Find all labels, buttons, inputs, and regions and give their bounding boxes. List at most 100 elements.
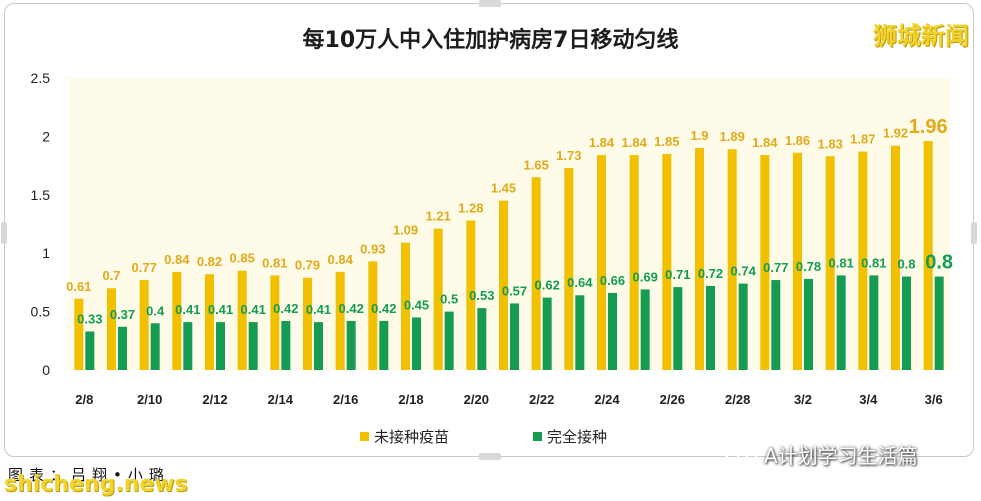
- bar-unvaccinated: [303, 277, 312, 370]
- bar-vaccinated: [542, 297, 552, 370]
- bar-unvaccinated: [401, 242, 410, 370]
- bar-vaccinated: [640, 289, 650, 370]
- data-label-vaccinated: 0.8: [925, 252, 953, 274]
- resize-handle-right[interactable]: [971, 222, 977, 244]
- data-label-vaccinated: 0.77: [763, 260, 788, 275]
- bar-unvaccinated: [270, 275, 280, 370]
- bar-vaccinated: [444, 311, 454, 370]
- data-label-unvaccinated: 0.84: [328, 252, 354, 267]
- bar-unvaccinated: [466, 220, 476, 370]
- data-label-vaccinated: 0.66: [600, 273, 625, 288]
- legend-swatch-vaccinated: [533, 432, 543, 441]
- wechat-icon: [725, 442, 757, 466]
- bar-vaccinated: [216, 322, 225, 370]
- bar-unvaccinated: [923, 141, 933, 370]
- chart-credit: 图表：吕翔•小璐: [8, 466, 170, 484]
- bar-vaccinated: [477, 308, 487, 370]
- data-label-unvaccinated: 1.87: [850, 132, 875, 147]
- data-label-vaccinated: 0.41: [175, 302, 200, 317]
- bar-unvaccinated: [727, 149, 737, 370]
- data-label-unvaccinated: 1.84: [589, 135, 615, 150]
- account-name: A计划学习生活篇: [764, 444, 918, 468]
- bar-unvaccinated: [629, 155, 639, 370]
- bar-unvaccinated: [499, 200, 508, 370]
- bar-vaccinated: [934, 276, 944, 370]
- data-label-vaccinated: 0.64: [567, 275, 593, 290]
- data-label-unvaccinated: 1.85: [654, 134, 679, 149]
- data-label-vaccinated: 0.74: [731, 264, 757, 279]
- data-label-vaccinated: 0.41: [306, 302, 331, 317]
- bar-vaccinated: [902, 276, 911, 370]
- x-tick-label: 2/26: [660, 392, 685, 407]
- bar-vaccinated: [183, 322, 193, 370]
- data-label-unvaccinated: 0.84: [164, 252, 190, 267]
- plot-area: [68, 78, 950, 370]
- legend-label-unvaccinated: 未接种疫苗: [374, 428, 450, 446]
- bar-unvaccinated: [825, 156, 835, 370]
- bar-vaccinated: [673, 287, 683, 370]
- data-label-unvaccinated: 1.09: [393, 223, 418, 238]
- data-label-unvaccinated: 1.65: [524, 157, 549, 172]
- x-tick-label: 2/12: [202, 392, 227, 407]
- chart-title: 每10万人中入住加护病房7日移动匀线: [302, 28, 679, 53]
- bar-unvaccinated: [335, 271, 345, 370]
- data-label-unvaccinated: 0.61: [66, 279, 91, 294]
- data-label-vaccinated: 0.57: [502, 283, 527, 298]
- bar-vaccinated: [869, 275, 879, 370]
- bar-vaccinated: [118, 326, 127, 370]
- data-label-vaccinated: 0.53: [469, 288, 494, 303]
- bar-unvaccinated: [74, 298, 84, 370]
- data-label-vaccinated: 0.81: [829, 255, 854, 270]
- data-label-unvaccinated: 1.89: [720, 129, 745, 144]
- data-label-unvaccinated: 1.84: [622, 135, 648, 150]
- bar-vaccinated: [608, 292, 617, 370]
- resize-handle-left[interactable]: [1, 222, 7, 244]
- data-label-vaccinated: 0.81: [861, 255, 886, 270]
- legend-item-vaccinated: 完全接种: [533, 426, 607, 447]
- data-label-unvaccinated: 0.79: [295, 258, 320, 273]
- watermark-url: shicheng.news: [4, 472, 188, 497]
- bar-vaccinated: [248, 322, 258, 370]
- data-label-unvaccinated: 1.73: [556, 148, 581, 163]
- x-tick-label: 3/6: [925, 392, 943, 407]
- bar-vaccinated: [281, 320, 291, 370]
- data-label-unvaccinated: 1.84: [752, 135, 778, 150]
- data-label-vaccinated: 0.5: [440, 292, 458, 307]
- data-label-unvaccinated: 1.9: [690, 128, 708, 143]
- y-tick-label: 0.5: [31, 304, 51, 320]
- y-tick-label: 1.5: [31, 187, 51, 203]
- bar-unvaccinated: [858, 151, 868, 370]
- bar-unvaccinated: [793, 152, 802, 370]
- bar-vaccinated: [575, 295, 585, 370]
- data-label-unvaccinated: 0.93: [360, 241, 385, 256]
- data-label-unvaccinated: 0.77: [132, 260, 157, 275]
- bar-vaccinated: [706, 285, 715, 370]
- resize-handle-bottom[interactable]: [479, 453, 501, 460]
- data-label-vaccinated: 0.42: [339, 301, 364, 316]
- data-label-vaccinated: 0.62: [535, 278, 560, 293]
- data-label-unvaccinated: 1.83: [818, 136, 843, 151]
- data-label-unvaccinated: 1.86: [785, 133, 810, 148]
- bar-unvaccinated: [662, 153, 672, 370]
- data-label-vaccinated: 0.71: [665, 267, 690, 282]
- x-tick-label: 2/8: [75, 392, 93, 407]
- bar-unvaccinated: [760, 155, 770, 370]
- bar-vaccinated: [510, 303, 519, 370]
- data-label-vaccinated: 0.37: [110, 307, 135, 322]
- x-tick-label: 2/20: [464, 392, 489, 407]
- x-tick-label: 3/2: [794, 392, 812, 407]
- data-label-vaccinated: 0.33: [77, 311, 102, 326]
- bar-unvaccinated: [433, 228, 443, 370]
- bar-vaccinated: [150, 323, 160, 370]
- bar-vaccinated: [346, 320, 356, 370]
- data-label-vaccinated: 0.72: [698, 266, 723, 281]
- data-label-vaccinated: 0.42: [371, 301, 396, 316]
- data-label-unvaccinated: 0.7: [102, 268, 120, 283]
- resize-handle-top[interactable]: [479, 0, 501, 7]
- y-tick-label: 1: [42, 245, 50, 261]
- data-label-unvaccinated: 0.82: [197, 254, 222, 269]
- bar-unvaccinated: [107, 288, 116, 370]
- bar-vaccinated: [85, 331, 95, 370]
- legend-label-vaccinated: 完全接种: [547, 428, 608, 446]
